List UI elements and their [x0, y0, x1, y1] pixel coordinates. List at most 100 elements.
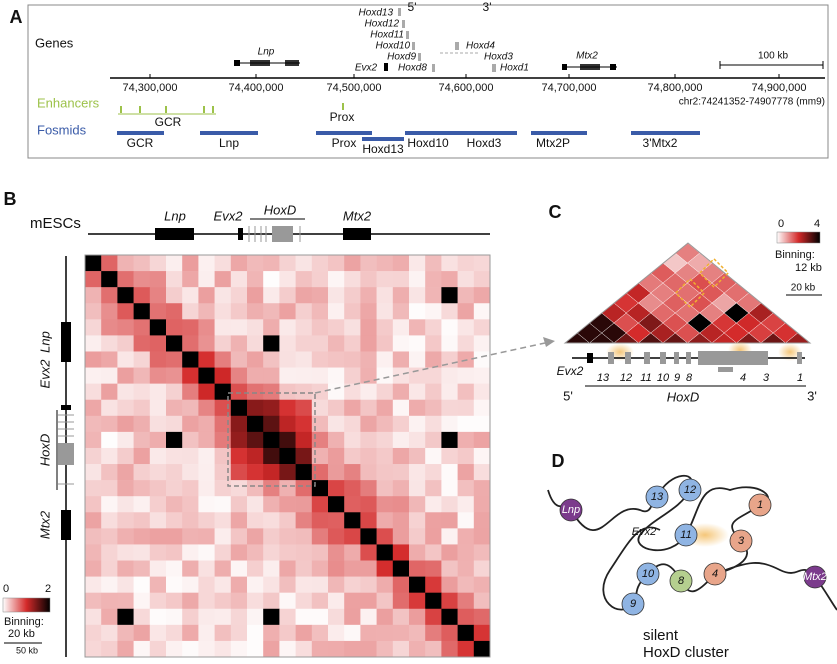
heatmap-cell [409, 496, 426, 513]
heatmap-cell [230, 271, 248, 288]
fosmid-label: 3'Mtx2 [643, 136, 678, 150]
heatmap-cell [441, 576, 458, 593]
heatmap-cell [473, 399, 491, 417]
heatmap-cell [360, 431, 377, 449]
heatmap-cell [85, 367, 102, 384]
heatmap-cell [230, 319, 248, 336]
heatmap-cell [457, 287, 475, 304]
heatmap-cell [198, 624, 215, 642]
heatmap-cell [230, 608, 248, 626]
heatmap-cell [247, 512, 264, 529]
gene-label: Evx2 [355, 63, 378, 74]
heatmap-cell [101, 351, 118, 368]
heatmap-cell [247, 271, 264, 288]
heatmap-cell [214, 464, 232, 481]
heatmap-cell [295, 480, 313, 497]
heatmap-cell [247, 640, 264, 658]
coordinate-label: 74,500,000 [326, 82, 381, 94]
node-label: Lnp [562, 504, 580, 516]
heatmap-cell [295, 431, 313, 449]
heatmap-cell [344, 608, 361, 626]
heatmap-cell [409, 255, 426, 272]
node-label: 11 [680, 529, 691, 541]
heatmap-cell [473, 367, 491, 384]
heatmap-cell [117, 255, 134, 272]
heatmap-cell [85, 351, 102, 368]
heatmap-cell [441, 447, 458, 465]
node-label: 1 [757, 499, 763, 511]
node [674, 523, 698, 547]
heatmap-cell [166, 447, 183, 465]
heatmap-cell [133, 608, 151, 626]
heatmap-cell [214, 624, 232, 642]
heatmap-cell [360, 528, 377, 545]
heatmap-cell [101, 415, 118, 433]
heatmap-cell [133, 464, 151, 481]
heatmap-cell [182, 303, 199, 320]
heatmap-cell [344, 335, 361, 352]
heatmap-cell [198, 592, 215, 610]
heatmap-cell [263, 431, 280, 449]
node-label: Evx2 [632, 526, 656, 538]
heatmap-cell [182, 544, 199, 561]
heatmap-cell [295, 367, 313, 384]
heatmap-cell [133, 383, 151, 401]
heatmap-cell [392, 367, 410, 384]
heatmap-cell [425, 335, 442, 352]
heatmap-cell [101, 447, 118, 465]
heatmap-cell [441, 592, 458, 610]
heatmap-cell [376, 431, 394, 449]
heatmap-cell [328, 544, 345, 561]
heatmap-cell [166, 560, 183, 577]
heatmap-cell [376, 383, 394, 401]
heatmap-cell [230, 592, 248, 610]
heatmap-cell [457, 496, 475, 513]
heatmap-cell [409, 351, 426, 368]
heatmap-cell [198, 415, 215, 433]
heatmap-cell [344, 480, 361, 497]
heatmap-cell [230, 512, 248, 529]
heatmap-cell [425, 640, 442, 658]
heatmap-cell [247, 383, 264, 401]
heatmap-cell [328, 383, 345, 401]
heatmap-cell [344, 399, 361, 417]
heatmap-cell [279, 367, 296, 384]
heatmap-cell [166, 496, 183, 513]
heatmap-cell [133, 287, 151, 304]
heatmap-cell [279, 624, 296, 642]
heatmap-cell [117, 496, 134, 513]
heatmap-cell [263, 512, 280, 529]
panel-label: A [10, 7, 23, 27]
heatmap-cell [392, 447, 410, 465]
heatmap-cell [85, 319, 102, 336]
heatmap-cell [117, 624, 134, 642]
heatmap-cell [376, 319, 394, 336]
heatmap-cell [344, 447, 361, 465]
heatmap-cell [182, 512, 199, 529]
axis-ticks [149, 74, 780, 78]
fosmid-label: Hoxd3 [467, 136, 502, 150]
node [678, 478, 702, 502]
coordinate-label: 74,600,000 [438, 82, 493, 94]
heatmap-cell [376, 544, 394, 561]
heatmap-cell [101, 464, 118, 481]
node [729, 529, 753, 553]
heatmap-cell [198, 560, 215, 577]
heatmap-cell [117, 383, 134, 401]
heatmap-cell [230, 544, 248, 561]
heatmap-cell [279, 464, 296, 481]
heatmap-cell [133, 335, 151, 352]
heatmap-cell [376, 576, 394, 593]
heatmap-cell [376, 415, 394, 433]
heatmap-cell [198, 576, 215, 593]
heatmap-cell [247, 367, 264, 384]
gene-label: Evx2 [37, 359, 52, 389]
heatmap-cell [473, 592, 491, 610]
gene-label: Mtx2 [37, 510, 52, 539]
heatmap-cell [149, 576, 167, 593]
heatmap-cell [425, 255, 442, 272]
gene-number: 10 [657, 372, 670, 384]
heatmap-cell [425, 512, 442, 529]
heatmap-cell [101, 399, 118, 417]
heatmap-cell [457, 399, 475, 417]
